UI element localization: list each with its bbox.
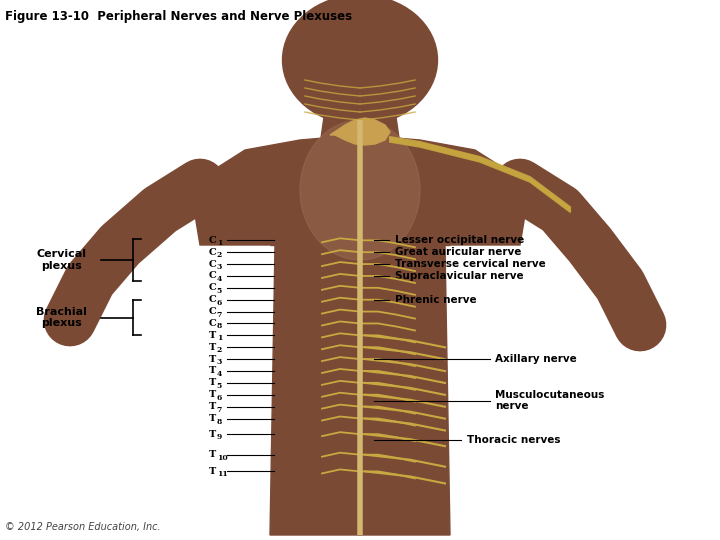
Ellipse shape [300, 120, 420, 260]
Text: Cervical
plexus: Cervical plexus [36, 249, 86, 271]
Text: 1: 1 [217, 239, 222, 247]
Text: Phrenic nerve: Phrenic nerve [395, 295, 476, 305]
Text: Brachial
plexus: Brachial plexus [36, 307, 86, 328]
Text: T: T [209, 414, 216, 423]
Text: 8: 8 [217, 417, 222, 426]
Text: C: C [209, 319, 217, 328]
Text: Figure 13-10  Peripheral Nerves and Nerve Plexuses: Figure 13-10 Peripheral Nerves and Nerve… [5, 10, 352, 23]
Text: C: C [209, 284, 217, 292]
Text: 5: 5 [217, 382, 222, 390]
Text: © 2012 Pearson Education, Inc.: © 2012 Pearson Education, Inc. [5, 522, 161, 532]
Text: 5: 5 [217, 287, 222, 295]
Text: 6: 6 [217, 299, 222, 307]
Polygon shape [190, 135, 530, 245]
Text: T: T [209, 343, 216, 352]
Text: C: C [209, 260, 217, 268]
Polygon shape [320, 110, 400, 145]
Text: Great auricular nerve: Great auricular nerve [395, 247, 521, 257]
Text: T: T [209, 331, 216, 340]
Text: 10: 10 [217, 454, 228, 462]
Text: 4: 4 [217, 275, 222, 283]
Text: Lesser occipital nerve: Lesser occipital nerve [395, 235, 524, 245]
Text: C: C [209, 272, 217, 280]
Text: T: T [209, 467, 216, 476]
Text: Thoracic nerves: Thoracic nerves [467, 435, 560, 445]
Text: 3: 3 [217, 358, 222, 366]
Text: Axillary nerve: Axillary nerve [495, 354, 577, 364]
Text: 6: 6 [217, 394, 222, 402]
Text: 4: 4 [217, 370, 222, 378]
Text: 2: 2 [217, 346, 222, 354]
Text: C: C [209, 307, 217, 316]
Text: Transverse cervical nerve: Transverse cervical nerve [395, 259, 545, 269]
Text: T: T [209, 430, 216, 438]
Text: 1: 1 [217, 334, 222, 342]
Text: 8: 8 [217, 322, 222, 330]
Text: 9: 9 [217, 433, 222, 441]
Text: T: T [209, 390, 216, 399]
Text: 11: 11 [217, 470, 228, 478]
Text: T: T [209, 379, 216, 387]
Text: T: T [209, 367, 216, 375]
Text: 7: 7 [217, 310, 222, 319]
Text: 3: 3 [217, 263, 222, 271]
Ellipse shape [282, 0, 438, 125]
Text: Supraclavicular nerve: Supraclavicular nerve [395, 271, 523, 281]
Text: C: C [209, 295, 217, 304]
Text: T: T [209, 355, 216, 363]
Text: 7: 7 [217, 406, 222, 414]
Text: C: C [209, 248, 217, 256]
Polygon shape [330, 118, 390, 145]
Text: T: T [209, 450, 216, 459]
Text: Musculocutaneous
nerve: Musculocutaneous nerve [495, 390, 605, 411]
Text: 2: 2 [217, 251, 222, 259]
Polygon shape [270, 245, 450, 535]
Text: T: T [209, 402, 216, 411]
Text: C: C [209, 236, 217, 245]
